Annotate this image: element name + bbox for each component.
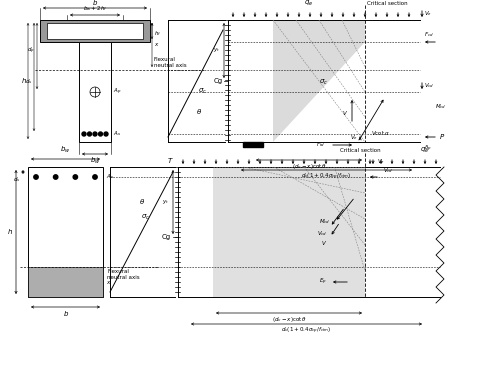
Text: $d_v(1+0.4\sigma_{cp}/f_{ctm})$: $d_v(1+0.4\sigma_{cp}/f_{ctm})$ [282,326,332,336]
Text: $d_p$: $d_p$ [27,46,35,56]
Polygon shape [273,20,365,142]
Text: $F_{cd}$: $F_{cd}$ [424,30,434,39]
Text: Critical section: Critical section [367,1,408,6]
Circle shape [93,175,97,179]
Text: $V$: $V$ [321,239,327,247]
Text: $V_e$: $V_e$ [377,158,385,166]
Circle shape [104,132,108,136]
Text: $\sigma_c$: $\sigma_c$ [141,212,150,222]
Text: $y_t$: $y_t$ [213,46,220,54]
Text: $A_p$: $A_p$ [113,87,122,97]
Text: $\theta$: $\theta$ [196,108,202,117]
Text: $V\cot\alpha$: $V\cot\alpha$ [370,129,390,137]
Text: $b_w$: $b_w$ [90,156,100,166]
Text: b: b [93,0,97,6]
Text: Critical section: Critical section [340,148,380,153]
Text: b: b [63,311,68,317]
Text: $\sigma_c$: $\sigma_c$ [320,77,328,87]
Text: h: h [8,229,12,235]
Text: Flexural
neutral axis: Flexural neutral axis [107,269,140,280]
Bar [79,42,111,142]
Bar [243,142,263,147]
Text: Cg: Cg [214,78,222,84]
Bar [40,20,150,42]
Bar [47,23,143,39]
Text: $M_{cd}$: $M_{cd}$ [318,217,330,226]
Text: $d_v(1+0.4\sigma_{cp}/f_{ctm})$: $d_v(1+0.4\sigma_{cp}/f_{ctm})$ [302,172,352,182]
Text: $\theta$: $\theta$ [140,198,145,207]
Text: $E_p$: $E_p$ [319,277,327,287]
Text: Cg: Cg [162,234,170,240]
Text: $V_{cd}$: $V_{cd}$ [316,229,327,238]
Text: $h_f$: $h_f$ [154,30,162,39]
Text: $(d_v-x)\cot\theta$: $(d_v-x)\cot\theta$ [292,162,326,171]
Text: $d_s$: $d_s$ [24,78,32,87]
Circle shape [82,132,86,136]
Text: $F_{td}$: $F_{td}$ [316,141,325,150]
Text: $V_{cd}$: $V_{cd}$ [383,166,394,175]
Text: $V_e$: $V_e$ [424,9,432,18]
Text: $A_s$: $A_s$ [113,129,121,138]
Circle shape [88,132,92,136]
Text: $q_e$: $q_e$ [304,0,314,8]
Text: h: h [22,78,26,84]
Text: $y_t$: $y_t$ [162,198,169,206]
Text: T: T [168,158,172,164]
Text: $b_w+2h_f$: $b_w+2h_f$ [83,4,107,13]
Text: $d_s$: $d_s$ [12,176,20,184]
Circle shape [73,175,78,179]
Text: $b_w$: $b_w$ [60,145,70,155]
Text: P: P [440,134,444,140]
Circle shape [34,175,38,179]
Text: $\sigma_c$: $\sigma_c$ [198,86,206,96]
Bar [28,167,103,297]
Bar [28,267,103,297]
Text: x: x [106,279,109,285]
Text: $q_e$: $q_e$ [420,146,430,155]
Text: $V_{cd}$: $V_{cd}$ [424,81,434,90]
Circle shape [98,132,102,136]
Text: $V$: $V$ [342,109,348,117]
Text: x: x [154,42,157,48]
Text: $A_s$: $A_s$ [106,172,114,182]
Text: $\delta_p$: $\delta_p$ [424,144,432,154]
Text: $(d_v-x)\cot\theta$: $(d_v-x)\cot\theta$ [272,315,306,324]
Text: Flexural
neutral axis: Flexural neutral axis [154,57,186,68]
Circle shape [93,132,97,136]
Circle shape [54,175,58,179]
Text: $V_e$: $V_e$ [350,134,358,142]
Text: $M_{cd}$: $M_{cd}$ [435,102,446,111]
Polygon shape [213,167,365,297]
